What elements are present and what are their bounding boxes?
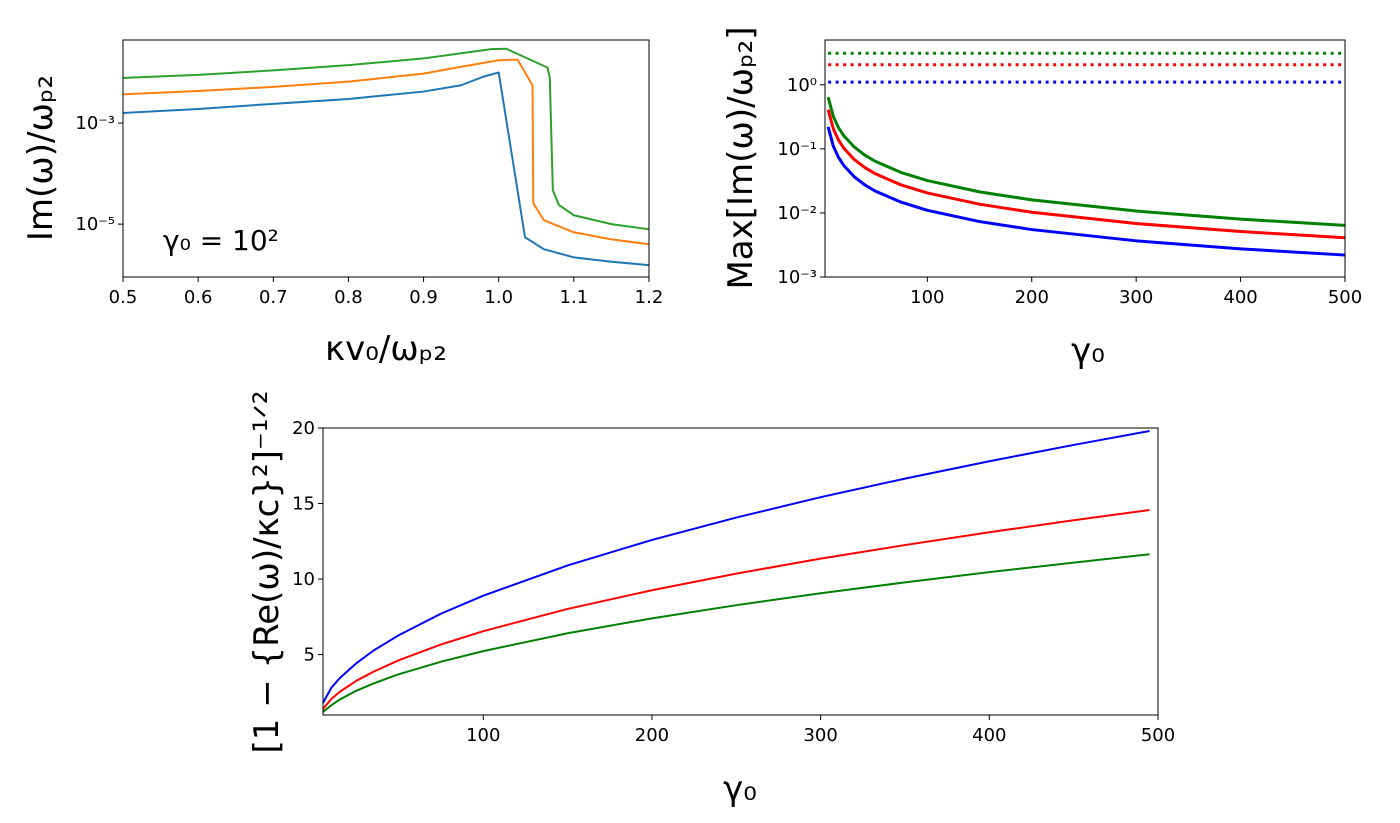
series-line xyxy=(826,109,1346,240)
y-tick-label: 15 xyxy=(292,494,315,515)
y-tick-label: 10⁻¹ xyxy=(777,139,817,160)
x-axis-label: γ₀ xyxy=(1071,331,1105,371)
x-axis-label: κv₀/ωₚ₂ xyxy=(325,329,447,369)
x-tick-label: 0.6 xyxy=(184,287,213,308)
y-axis-label: Max[Im(ω)/ωₚ₂] xyxy=(721,26,761,289)
x-tick-label: 1.2 xyxy=(635,287,664,308)
y-tick-label: 10⁻⁵ xyxy=(75,214,115,235)
x-tick-label: 0.8 xyxy=(334,287,363,308)
x-tick-label: 100 xyxy=(910,287,944,308)
x-tick-label: 400 xyxy=(972,725,1006,746)
x-tick-label: 0.5 xyxy=(109,287,138,308)
series-line xyxy=(826,126,1346,257)
x-tick-label: 300 xyxy=(1119,287,1153,308)
series-line xyxy=(122,58,650,246)
x-tick-label: 1.1 xyxy=(560,287,589,308)
annotation: γ₀ = 10² xyxy=(163,224,279,257)
x-tick-label: 100 xyxy=(466,725,500,746)
x-tick-label: 200 xyxy=(635,725,669,746)
axes-frame xyxy=(824,39,1346,278)
x-tick-label: 400 xyxy=(1223,287,1257,308)
x-tick-label: 0.7 xyxy=(259,287,288,308)
series-line xyxy=(122,47,650,231)
x-tick-label: 500 xyxy=(1328,287,1362,308)
y-tick-label: 20 xyxy=(292,418,315,439)
x-tick-label: 300 xyxy=(803,725,837,746)
y-tick-label: 10⁰ xyxy=(787,75,817,96)
series-line xyxy=(322,509,1150,710)
y-axis-label: Im(ω)/ωₚ₂ xyxy=(21,75,61,241)
y-tick-label: 10⁻² xyxy=(777,203,817,224)
axes-frame xyxy=(322,427,1159,716)
x-tick-label: 500 xyxy=(1141,725,1175,746)
x-tick-label: 1.0 xyxy=(484,287,513,308)
x-axis-label: γ₀ xyxy=(723,769,757,809)
y-tick-label: 10⁻³ xyxy=(75,113,115,134)
y-tick-label: 10⁻³ xyxy=(777,267,817,288)
series-line xyxy=(122,71,650,267)
x-tick-label: 0.9 xyxy=(409,287,438,308)
x-tick-label: 200 xyxy=(1015,287,1049,308)
axes-frame xyxy=(122,39,650,278)
y-axis-label: [1 − {Re(ω)/κc}²]⁻¹ᐟ² xyxy=(247,391,287,754)
series-line xyxy=(322,430,1150,704)
series-line xyxy=(826,96,1346,227)
y-tick-label: 10 xyxy=(292,569,315,590)
series-line xyxy=(322,553,1150,713)
y-tick-label: 5 xyxy=(304,645,315,666)
